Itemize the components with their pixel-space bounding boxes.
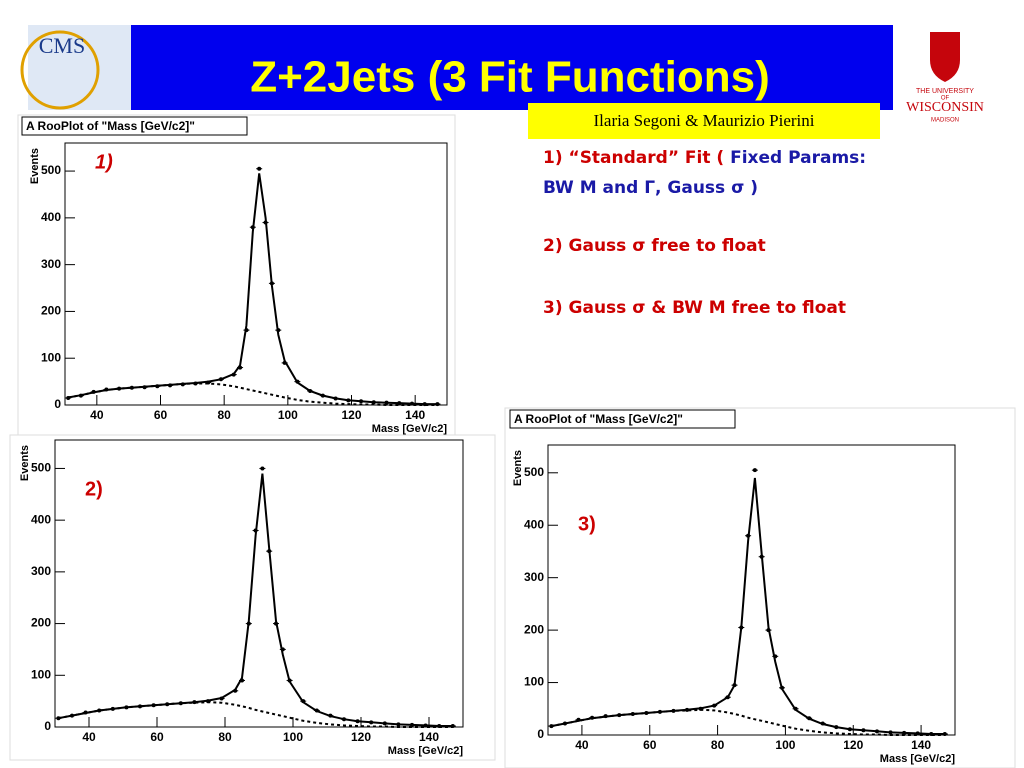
note-run: Fixed Params: <box>730 148 866 168</box>
x-tick-label: 80 <box>218 730 232 744</box>
y-tick-label: 200 <box>524 622 544 636</box>
note-run: BW M and Γ, Gauss σ ) <box>543 178 758 198</box>
slide-title: Z+2Jets (3 Fit Functions) <box>250 53 770 102</box>
plot-frame <box>54 439 464 728</box>
y-tick-label: 200 <box>31 616 51 630</box>
y-tick-label: 0 <box>54 397 61 411</box>
cms-logo <box>28 25 131 110</box>
plots: A RooPlot of "Mass [GeV/c2]" 40 60 80 100 120… <box>9 114 1016 768</box>
y-tick-label: 400 <box>524 517 544 531</box>
y-tick-label: 200 <box>41 304 61 318</box>
y-tick-label: 400 <box>31 512 51 526</box>
x-tick-label: 80 <box>217 408 231 422</box>
x-tick-label: 40 <box>82 730 96 744</box>
x-tick-label: 140 <box>405 408 425 422</box>
note-line: 2) Gauss σ free to float <box>543 236 766 256</box>
plot-panel <box>9 434 496 761</box>
x-axis-label: Mass [GeV/c2] <box>372 423 448 435</box>
plot-title-box <box>509 409 736 429</box>
plot-title: A RooPlot of "Mass [GeV/c2]" <box>514 412 683 426</box>
author-box <box>528 103 880 139</box>
y-tick-label: 500 <box>41 163 61 177</box>
x-tick-label: 60 <box>150 730 164 744</box>
y-tick-label: 100 <box>524 675 544 689</box>
plot-label: 1) <box>95 151 113 173</box>
y-axis-label: Events <box>19 445 31 481</box>
data-point <box>259 466 266 471</box>
y-axis-label: Events <box>512 450 524 486</box>
plot-panel <box>17 114 456 436</box>
x-tick-label: 120 <box>351 730 371 744</box>
x-tick-label: 100 <box>278 408 298 422</box>
note-run: 2) Gauss σ free to float <box>543 236 766 256</box>
x-axis-label: Mass [GeV/c2] <box>388 745 464 757</box>
x-tick-label: 60 <box>643 738 657 752</box>
background-curve <box>68 382 438 406</box>
cms-logo-text: CMS <box>39 33 85 58</box>
point-dot <box>260 466 265 471</box>
point-dot <box>752 468 757 473</box>
fit-curve <box>68 173 438 406</box>
x-tick-label: 40 <box>575 738 589 752</box>
y-tick-label: 100 <box>31 667 51 681</box>
plot-label: 2) <box>85 478 103 500</box>
x-tick-label: 100 <box>283 730 303 744</box>
plot: 40 60 80 100 120 140 0 100 200 300 400 500 Mass [GeV… <box>9 434 496 761</box>
x-tick-label: 80 <box>711 738 725 752</box>
y-tick-label: 400 <box>41 210 61 224</box>
x-tick-label: 140 <box>419 730 439 744</box>
plot-frame <box>64 142 448 406</box>
data-point <box>751 468 758 473</box>
x-tick-label: 100 <box>775 738 795 752</box>
x-axis-label: Mass [GeV/c2] <box>880 753 956 765</box>
y-tick-label: 500 <box>524 465 544 479</box>
y-tick-label: 300 <box>41 257 61 271</box>
y-tick-label: 100 <box>41 350 61 364</box>
x-tick-label: 60 <box>154 408 168 422</box>
y-tick-label: 300 <box>31 564 51 578</box>
note-line: 3) Gauss σ & BW M free to float <box>543 298 846 318</box>
y-axis-label: Events <box>29 148 41 184</box>
plot-title-box <box>21 116 248 136</box>
y-tick-label: 500 <box>31 461 51 475</box>
note-line: 1) “Standard” Fit ( Fixed Params: <box>543 148 866 168</box>
university-logo-text: OF <box>941 96 950 102</box>
notes: 1) “Standard” Fit ( Fixed Params: BW M an… <box>543 148 866 318</box>
plot-title: A RooPlot of "Mass [GeV/c2]" <box>26 119 195 133</box>
plot: A RooPlot of "Mass [GeV/c2]" 40 60 80 100 120… <box>504 407 1016 768</box>
header-band <box>28 25 1000 110</box>
fit-curve <box>551 477 945 735</box>
x-tick-label: 40 <box>90 408 104 422</box>
plot: A RooPlot of "Mass [GeV/c2]" 40 60 80 100 120… <box>17 114 456 436</box>
note-line: BW M and Γ, Gauss σ ) <box>543 178 758 198</box>
x-tick-label: 140 <box>911 738 931 752</box>
university-crest <box>930 32 960 82</box>
university-logo-text: WISCONSIN <box>906 100 984 115</box>
note-run: 3) Gauss σ & BW M free to float <box>543 298 846 318</box>
fit-curve <box>58 473 453 727</box>
plot-frame <box>547 444 956 736</box>
y-tick-label: 0 <box>537 727 544 741</box>
x-tick-label: 120 <box>341 408 361 422</box>
university-logo-text: THE UNIVERSITY <box>916 88 974 95</box>
point-dot <box>257 166 262 171</box>
author: Ilaria Segoni & Maurizio Pierini <box>594 111 815 130</box>
cms-logo-ring <box>20 30 100 110</box>
y-tick-label: 0 <box>44 719 51 733</box>
data-point <box>256 166 263 171</box>
note-run: 1) “Standard” Fit ( <box>543 148 730 168</box>
plot-panel <box>504 407 1016 768</box>
y-tick-label: 300 <box>524 570 544 584</box>
x-tick-label: 120 <box>843 738 863 752</box>
university-logo-text: MADISON <box>931 118 959 124</box>
plot-label: 3) <box>578 513 596 535</box>
